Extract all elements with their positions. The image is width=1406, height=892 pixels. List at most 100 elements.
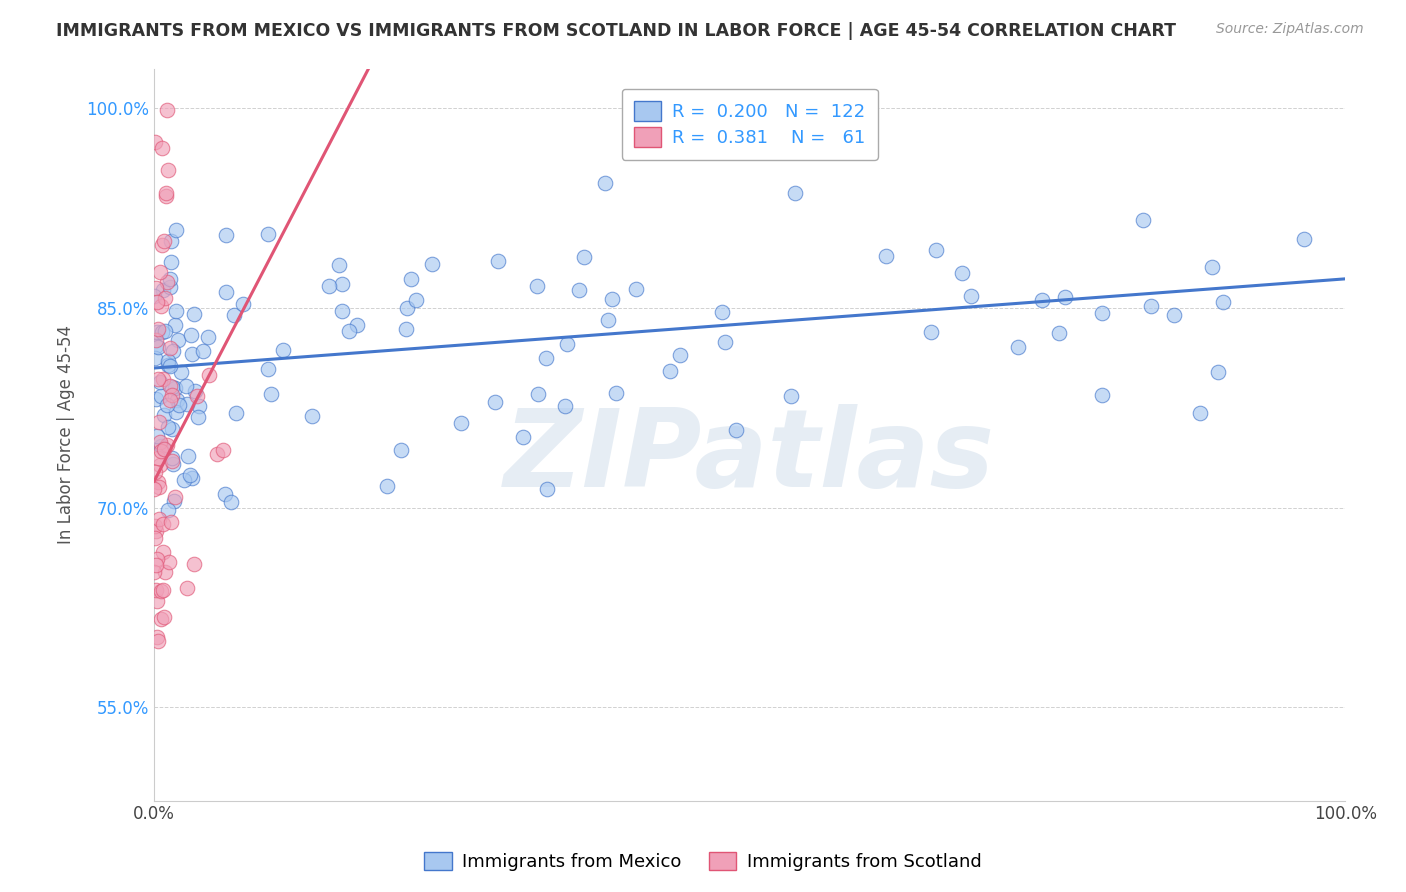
Point (145, 519, 167, 533)
Legend: R =  0.200   N =  122, R =  0.381    N =   61: R = 0.200 N = 122, R = 0.381 N = 61 (621, 88, 877, 160)
Point (1163, 308, 1185, 322)
Point (214, 487, 236, 501)
Point (600, 292, 623, 306)
Point (149, 584, 172, 599)
Point (162, 458, 184, 472)
Point (157, 162, 180, 177)
Point (149, 375, 172, 389)
Point (143, 289, 166, 303)
Point (176, 397, 198, 411)
Point (711, 305, 734, 319)
Point (145, 558, 167, 572)
Point (148, 512, 170, 526)
Point (1031, 293, 1053, 307)
Point (159, 271, 181, 285)
Point (1292, 231, 1315, 245)
Point (170, 365, 193, 379)
Point (149, 458, 172, 473)
Point (148, 340, 170, 354)
Point (176, 582, 198, 596)
Point (215, 227, 238, 242)
Point (149, 299, 172, 313)
Point (179, 467, 201, 482)
Point (301, 409, 323, 423)
Point (152, 283, 174, 297)
Point (256, 227, 278, 241)
Point (484, 394, 506, 409)
Point (150, 444, 173, 458)
Point (156, 503, 179, 517)
Point (159, 341, 181, 355)
Point (146, 594, 169, 608)
Point (150, 238, 173, 252)
Point (197, 329, 219, 343)
Point (165, 303, 187, 318)
Point (1140, 299, 1163, 313)
Point (155, 324, 177, 338)
Point (156, 275, 179, 289)
Point (148, 415, 170, 429)
Point (399, 272, 422, 286)
Point (557, 336, 579, 351)
Point (173, 473, 195, 487)
Point (375, 479, 398, 493)
Point (146, 450, 169, 465)
Point (572, 250, 595, 264)
Point (146, 371, 169, 385)
Point (526, 278, 548, 293)
Point (534, 351, 557, 365)
Point (346, 318, 368, 332)
Point (779, 390, 801, 404)
Point (159, 393, 181, 408)
Point (148, 265, 170, 279)
Point (181, 470, 204, 484)
Point (146, 552, 169, 566)
Point (166, 333, 188, 347)
Point (225, 406, 247, 420)
Point (177, 449, 200, 463)
Point (183, 557, 205, 571)
Point (155, 188, 177, 202)
Point (157, 359, 180, 373)
Point (184, 384, 207, 399)
Point (150, 141, 173, 155)
Point (160, 453, 183, 467)
Point (152, 583, 174, 598)
Point (1007, 340, 1029, 354)
Point (488, 253, 510, 268)
Point (1132, 212, 1154, 227)
Point (153, 610, 176, 624)
Point (159, 234, 181, 248)
Point (568, 283, 591, 297)
Point (156, 398, 179, 412)
Point (724, 423, 747, 437)
Point (157, 353, 180, 368)
Point (1090, 388, 1112, 402)
Point (1054, 290, 1077, 304)
Point (271, 343, 294, 357)
Point (148, 322, 170, 336)
Point (165, 404, 187, 418)
Point (160, 515, 183, 529)
Point (153, 291, 176, 305)
Point (150, 612, 173, 626)
Legend: Immigrants from Mexico, Immigrants from Scotland: Immigrants from Mexico, Immigrants from … (418, 845, 988, 879)
Point (183, 307, 205, 321)
Point (624, 281, 647, 295)
Point (163, 493, 186, 508)
Point (153, 442, 176, 457)
Point (145, 325, 167, 339)
Point (420, 257, 443, 271)
Point (593, 176, 616, 190)
Point (188, 400, 211, 414)
Point (337, 325, 360, 339)
Point (143, 566, 166, 580)
Point (180, 328, 202, 343)
Point (152, 545, 174, 559)
Point (149, 435, 172, 450)
Point (389, 442, 412, 457)
Point (148, 475, 170, 489)
Point (450, 417, 472, 431)
Point (156, 438, 179, 452)
Point (153, 408, 176, 422)
